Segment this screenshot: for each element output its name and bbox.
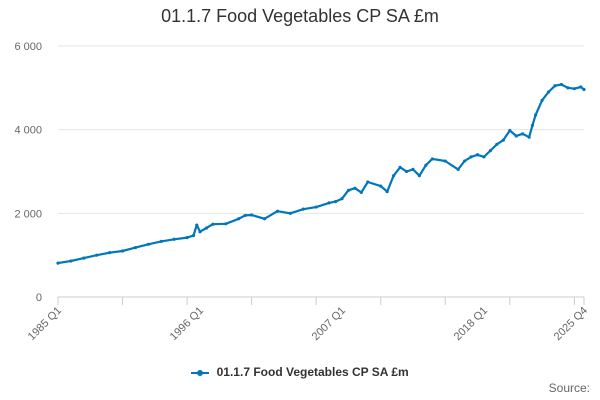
data-point[interactable] <box>482 155 486 159</box>
data-point[interactable] <box>353 186 357 190</box>
data-point[interactable] <box>185 235 189 240</box>
data-point[interactable] <box>191 233 196 238</box>
series-layer <box>56 82 586 265</box>
data-point[interactable] <box>95 253 99 257</box>
data-point[interactable] <box>379 184 383 188</box>
data-point[interactable] <box>224 222 228 226</box>
y-tick-label: 6 000 <box>14 41 42 53</box>
data-point[interactable] <box>508 128 512 133</box>
x-tick-label: 2018 Q1 <box>452 305 490 343</box>
legend-label: 01.1.7 Food Vegetables CP SA £m <box>216 365 409 379</box>
data-point[interactable] <box>443 159 447 163</box>
data-point[interactable] <box>250 213 254 217</box>
data-point[interactable] <box>582 87 586 92</box>
data-point[interactable] <box>301 207 305 211</box>
data-point[interactable] <box>327 201 331 205</box>
data-point[interactable] <box>475 153 480 157</box>
data-point[interactable] <box>340 197 344 201</box>
data-point[interactable] <box>488 148 493 153</box>
data-point[interactable] <box>346 188 351 192</box>
legend-line-marker-icon <box>191 368 210 378</box>
data-point[interactable] <box>546 90 551 94</box>
data-point[interactable] <box>82 256 86 260</box>
data-point[interactable] <box>553 84 557 88</box>
data-point[interactable] <box>359 190 363 195</box>
data-point[interactable] <box>146 242 150 246</box>
x-tick-label: 2007 Q1 <box>310 305 348 343</box>
data-point[interactable] <box>417 174 422 178</box>
data-point[interactable] <box>495 142 499 146</box>
data-point[interactable] <box>333 200 338 204</box>
y-tick-label: 4 000 <box>14 125 42 137</box>
data-point[interactable] <box>262 217 267 221</box>
data-point[interactable] <box>530 123 534 128</box>
data-point[interactable] <box>159 239 163 243</box>
data-point[interactable] <box>172 237 176 241</box>
data-point[interactable] <box>430 157 434 161</box>
data-point[interactable] <box>314 205 318 209</box>
data-point[interactable] <box>572 87 576 91</box>
y-axis: 0 2 000 4 000 6 000 <box>14 41 42 304</box>
data-point[interactable] <box>404 169 409 174</box>
x-tick-label: 2025 Q4 <box>552 305 590 343</box>
data-point[interactable] <box>514 134 518 138</box>
data-point[interactable] <box>56 261 60 265</box>
data-point[interactable] <box>366 180 370 184</box>
x-tick-label: 1985 Q1 <box>26 305 64 343</box>
data-point[interactable] <box>108 251 112 255</box>
data-point[interactable] <box>198 230 202 234</box>
data-point[interactable] <box>527 135 531 139</box>
data-point[interactable] <box>398 165 402 169</box>
data-point[interactable] <box>469 155 473 159</box>
x-tick-label: 1996 Q1 <box>168 305 206 343</box>
source-label: Source: <box>548 381 590 395</box>
data-point[interactable] <box>288 211 292 215</box>
x-axis: 1985 Q1 1996 Q1 2007 Q1 2018 Q1 2025 Q4 <box>26 296 590 343</box>
data-point[interactable] <box>579 85 583 89</box>
data-point[interactable] <box>501 138 505 142</box>
data-point[interactable] <box>204 226 209 230</box>
legend[interactable]: 01.1.7 Food Vegetables CP SA £m <box>0 365 600 379</box>
data-point[interactable] <box>463 159 467 163</box>
y-tick-label: 2 000 <box>14 208 42 220</box>
data-point[interactable] <box>521 132 525 136</box>
y-tick-label: 0 <box>36 292 42 304</box>
data-point[interactable] <box>385 189 389 194</box>
data-point[interactable] <box>195 223 199 227</box>
data-point[interactable] <box>275 209 280 213</box>
data-point[interactable] <box>566 86 570 90</box>
data-point[interactable] <box>243 213 247 218</box>
chart-title: 01.1.7 Food Vegetables CP SA £m <box>161 6 439 26</box>
data-point[interactable] <box>120 249 125 253</box>
data-point[interactable] <box>424 163 428 167</box>
series-line <box>57 83 585 265</box>
data-point[interactable] <box>411 167 415 172</box>
data-point[interactable] <box>392 174 396 178</box>
data-point[interactable] <box>559 82 564 87</box>
data-point[interactable] <box>533 113 538 117</box>
data-point[interactable] <box>540 98 544 102</box>
data-point[interactable] <box>69 259 73 263</box>
data-point[interactable] <box>237 217 241 221</box>
data-point[interactable] <box>211 222 215 226</box>
data-point[interactable] <box>456 167 460 172</box>
gridlines <box>58 45 584 214</box>
data-point[interactable] <box>133 246 138 250</box>
